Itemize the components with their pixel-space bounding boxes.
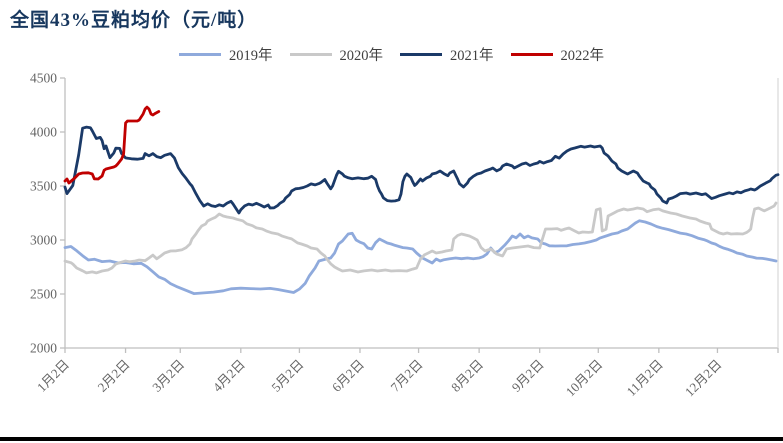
legend-label-2020: 2020年 xyxy=(339,48,384,64)
x-tick-label: 7月2日 xyxy=(387,357,425,395)
page-bottom-divider xyxy=(0,437,783,441)
x-tick-label: 8月2日 xyxy=(448,357,486,395)
y-tick-label: 3500 xyxy=(30,179,57,194)
x-tick-label: 11月2日 xyxy=(624,357,666,399)
y-tick-label: 4500 xyxy=(30,71,57,86)
legend-line-swatch-2021 xyxy=(400,52,442,57)
x-tick-label: 9月2日 xyxy=(509,357,547,395)
legend-item-2021: 2021年 xyxy=(400,44,494,65)
legend-line-swatch-2020 xyxy=(289,52,332,57)
legend-label-2021: 2021年 xyxy=(450,48,494,64)
x-tick-label: 6月2日 xyxy=(329,357,367,395)
chart-legend: 2019年 2020年 2021年 2022年 xyxy=(0,44,783,65)
series-line-2021年 xyxy=(63,125,780,215)
y-tick-label: 2500 xyxy=(30,287,57,302)
y-tick-label: 3000 xyxy=(30,233,57,248)
legend-line-swatch-2019 xyxy=(179,52,221,57)
legend-item-2020: 2020年 xyxy=(289,44,384,65)
series-line-2022年 xyxy=(63,105,161,185)
legend-label-2019: 2019年 xyxy=(229,48,273,64)
legend-item-2019: 2019年 xyxy=(179,44,273,65)
x-tick-label: 2月2日 xyxy=(94,357,132,395)
legend-item-2022: 2022年 xyxy=(510,44,605,65)
x-tick-label: 10月2日 xyxy=(563,357,606,400)
series-line-2020年 xyxy=(63,201,778,275)
y-tick-label: 2000 xyxy=(30,341,57,356)
x-tick-label: 5月2日 xyxy=(268,357,306,395)
legend-label-2022: 2022年 xyxy=(560,48,605,64)
series-line-2019年 xyxy=(63,219,778,296)
x-tick-label: 1月2日 xyxy=(34,357,72,395)
chart-title: 全国43%豆粕均价（元/吨） xyxy=(10,10,258,31)
y-tick-label: 4000 xyxy=(30,125,57,140)
x-tick-label: 12月2日 xyxy=(682,357,725,400)
legend-line-swatch-2022 xyxy=(510,52,553,57)
x-tick-label: 4月2日 xyxy=(210,357,248,395)
x-tick-label: 3月2日 xyxy=(149,357,187,395)
